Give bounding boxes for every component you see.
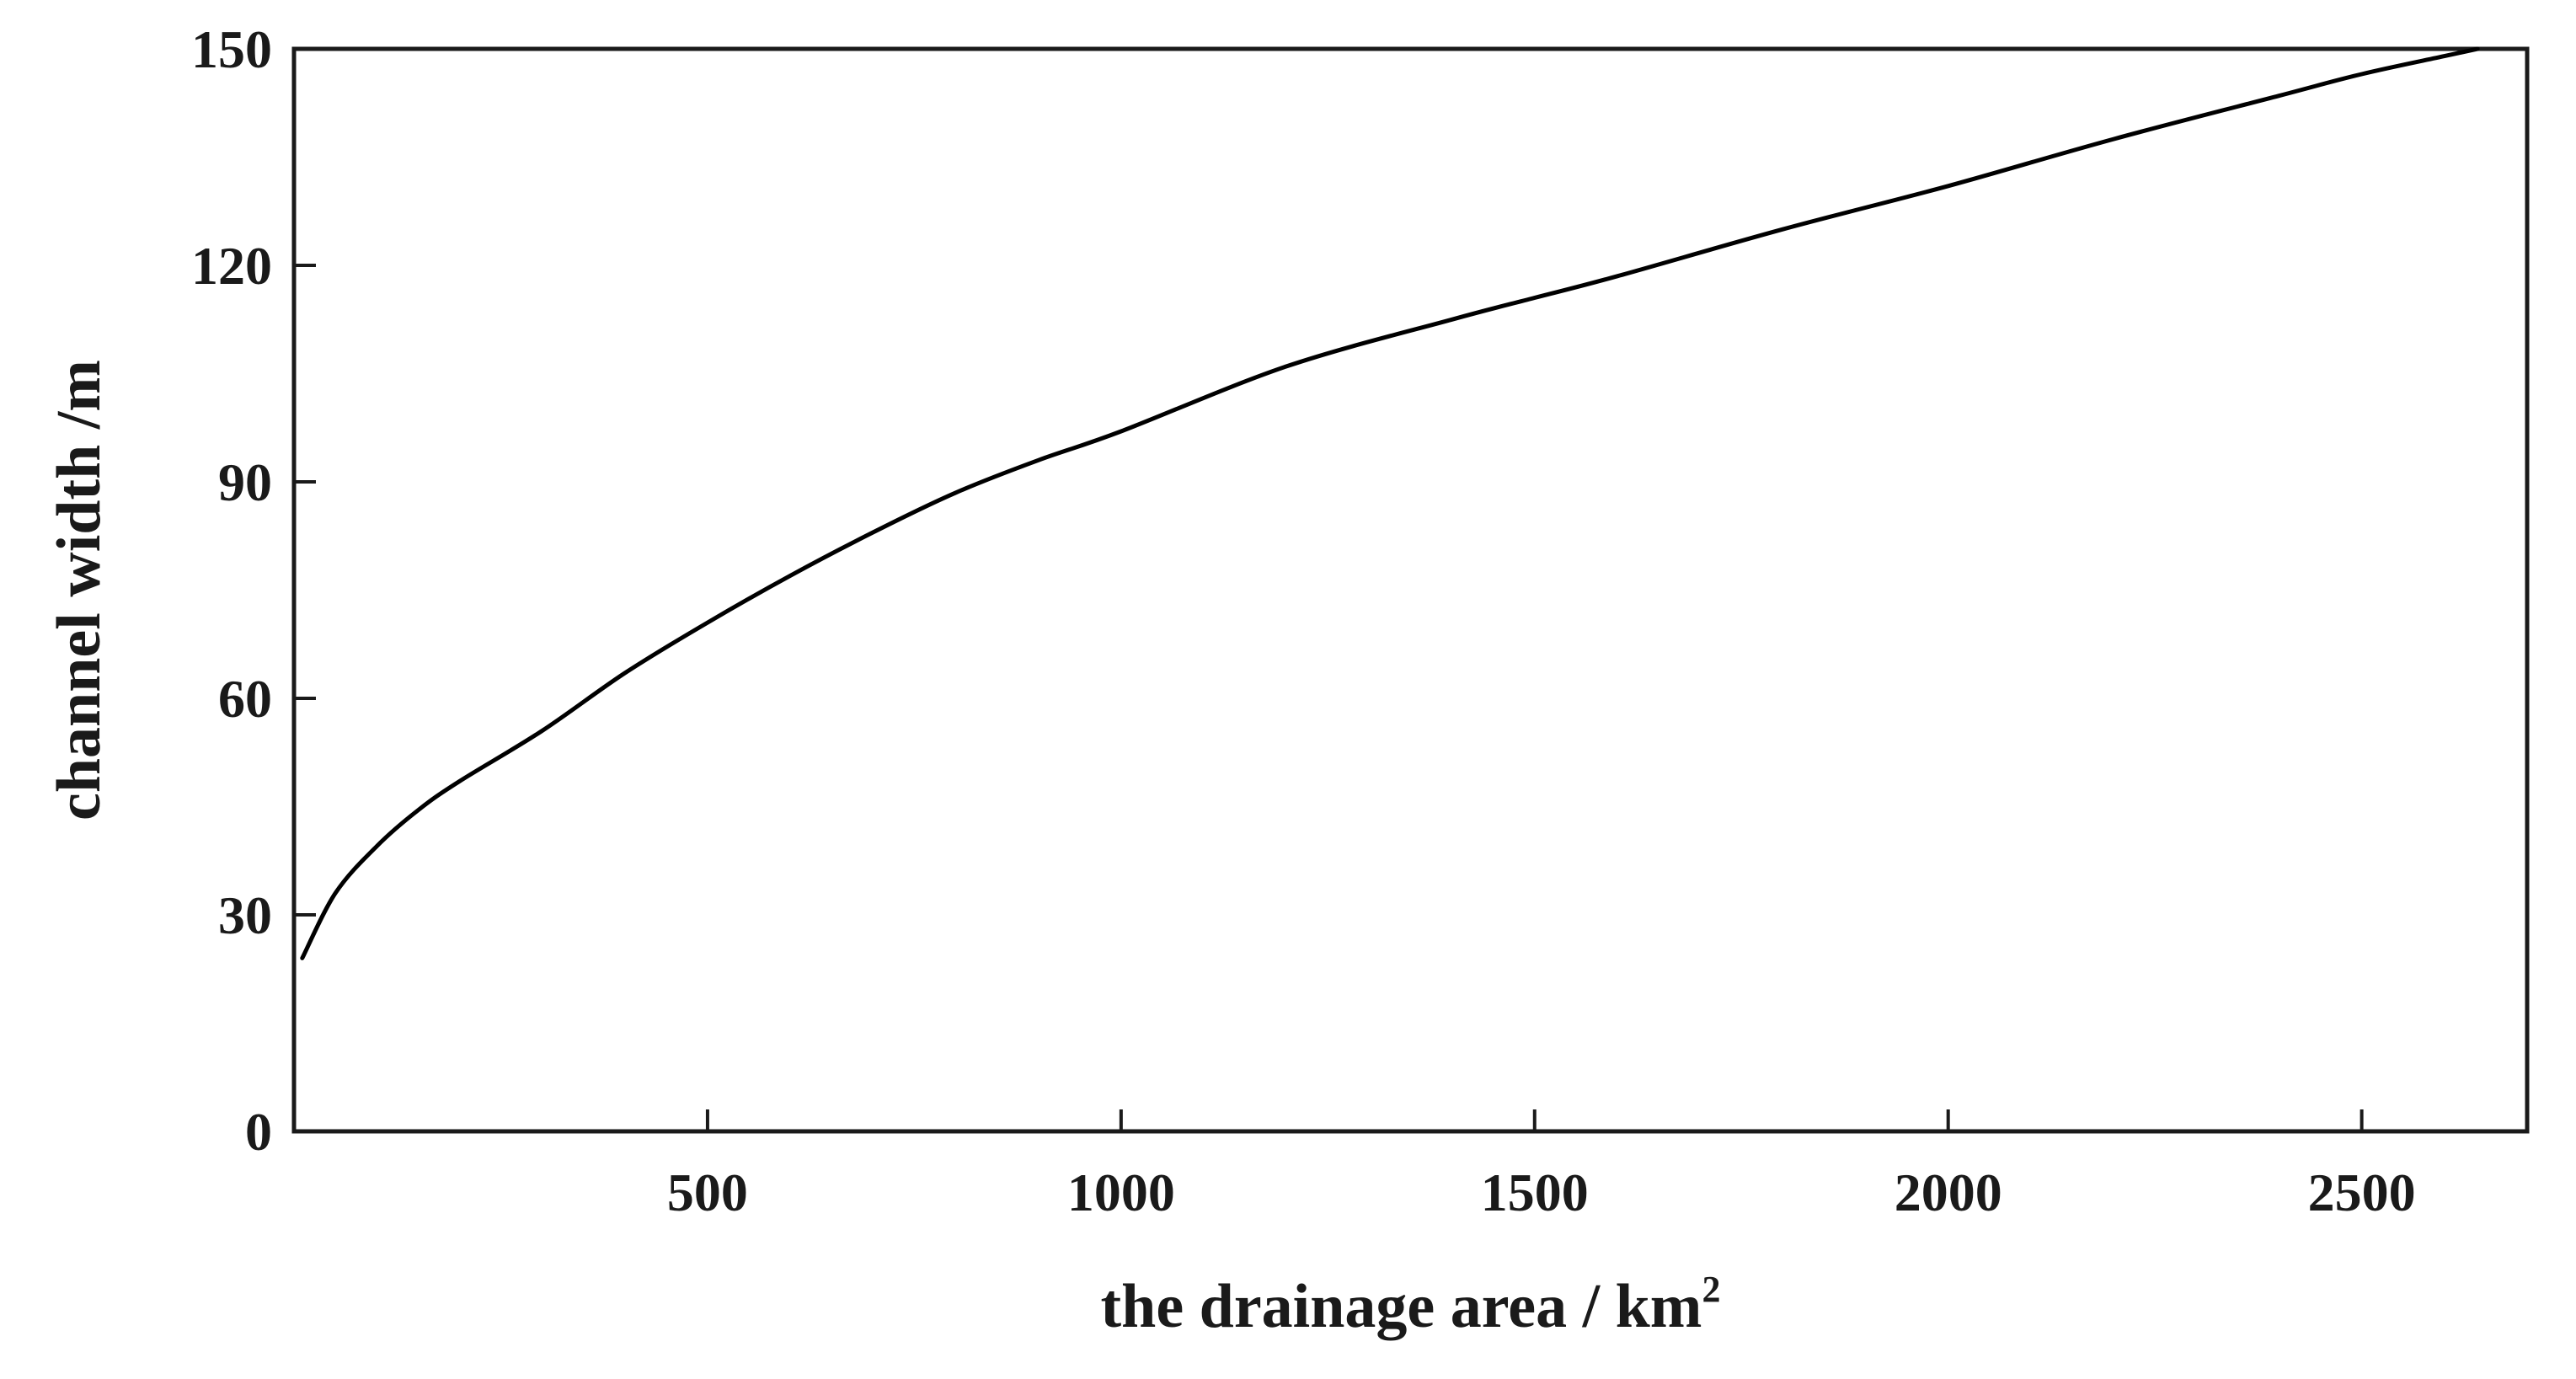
y-tick-label: 30 xyxy=(218,885,272,945)
x-axis-title-text: the drainage area / km xyxy=(1101,1272,1702,1341)
x-tick-label: 1000 xyxy=(1067,1163,1175,1222)
x-axis-title-superscript: 2 xyxy=(1702,1269,1720,1310)
y-axis-title: channel width /m xyxy=(45,360,114,820)
x-tick-label: 1500 xyxy=(1481,1163,1589,1222)
plot-frame xyxy=(291,46,2530,1134)
x-axis: 500 1000 1500 2000 2500 xyxy=(667,1109,2416,1222)
y-tick-label: 150 xyxy=(191,19,272,79)
y-tick-label: 120 xyxy=(191,236,272,296)
y-axis: 0 30 60 90 120 150 xyxy=(191,19,316,1162)
y-tick-label: 60 xyxy=(218,669,272,729)
plot-area xyxy=(291,46,2530,1134)
series-line-0 xyxy=(300,46,2480,960)
x-tick-label: 2000 xyxy=(1895,1163,2002,1222)
x-tick-label: 2500 xyxy=(2308,1163,2416,1222)
x-axis-title: the drainage area / km2 xyxy=(1101,1269,1721,1341)
y-tick-label: 0 xyxy=(245,1102,272,1162)
x-tick-label: 500 xyxy=(667,1163,748,1222)
y-tick-label: 90 xyxy=(218,452,272,512)
